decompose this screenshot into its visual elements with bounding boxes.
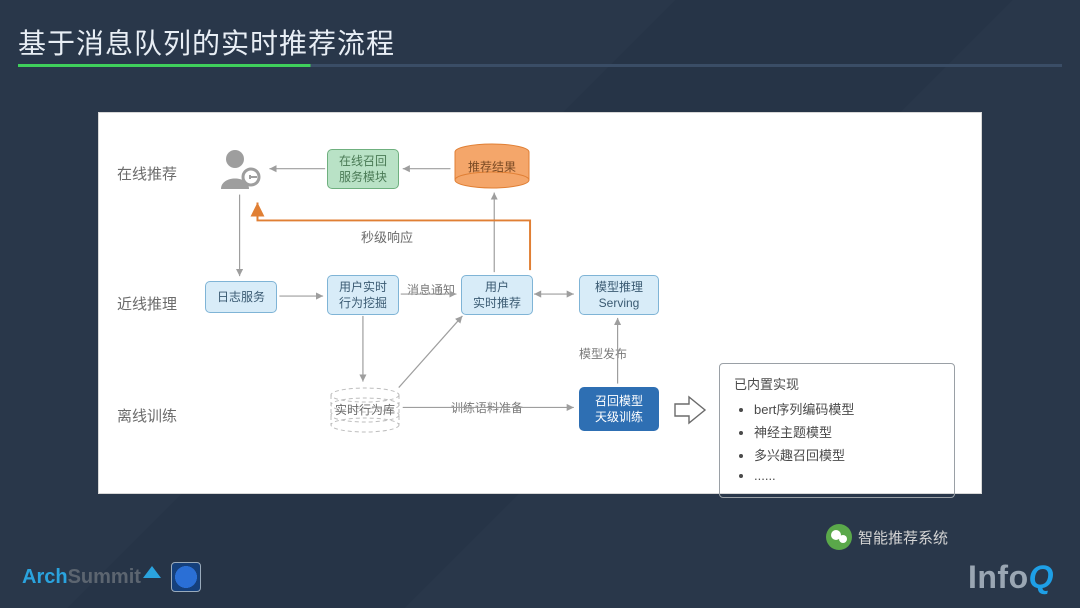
title-underline xyxy=(18,64,1062,67)
node-realtime-rec: 用户 实时推荐 xyxy=(461,275,533,315)
globe-icon xyxy=(171,562,201,592)
edge-label-corpus: 训练语料准备 xyxy=(451,399,523,416)
user-icon xyxy=(217,145,263,191)
node-online-recall: 在线召回 服务模块 xyxy=(327,149,399,189)
node-behavior-mining: 用户实时 行为挖掘 xyxy=(327,275,399,315)
row-label-online: 在线推荐 xyxy=(117,163,199,184)
node-behavior-db: 实时行为库 xyxy=(329,387,401,433)
model-item: 多兴趣召回模型 xyxy=(754,445,940,464)
node-serving: 模型推理 Serving xyxy=(579,275,659,315)
infoq-text-1: Info xyxy=(968,559,1029,595)
edge-label-msg: 消息通知 xyxy=(407,281,455,298)
node-result-label: 推荐结果 xyxy=(453,143,531,189)
model-item: ...... xyxy=(754,468,940,483)
arch-text-1: Arch xyxy=(22,566,68,588)
node-behavior-db-label: 实时行为库 xyxy=(329,401,401,418)
flow-diagram: 在线推荐 近线推理 离线训练 在线召回 服务模块 推荐结果 日志服务 用户实时 … xyxy=(98,112,982,494)
orange-label: 秒级响应 xyxy=(361,227,413,246)
wechat-label: 智能推荐系统 xyxy=(858,527,948,548)
models-list-box: 已内置实现 bert序列编码模型 神经主题模型 多兴趣召回模型 ...... xyxy=(719,363,955,498)
arch-text-2: Summit xyxy=(68,566,141,588)
edge-label-publish: 模型发布 xyxy=(579,345,627,362)
node-recall-train: 召回模型 天级训练 xyxy=(579,387,659,431)
wechat-badge: 智能推荐系统 xyxy=(826,524,948,550)
wechat-icon xyxy=(826,524,852,550)
archsummit-logo: ArchSummit xyxy=(22,562,201,592)
row-label-nearline: 近线推理 xyxy=(117,293,199,314)
models-list-title: 已内置实现 xyxy=(734,374,940,393)
arch-triangle-icon xyxy=(143,566,161,578)
node-result-cylinder: 推荐结果 xyxy=(453,143,531,189)
infoq-logo: InfoQ xyxy=(968,559,1054,596)
model-item: bert序列编码模型 xyxy=(754,399,940,418)
row-label-offline: 离线训练 xyxy=(117,405,199,426)
infoq-text-2: Q xyxy=(1029,559,1054,595)
node-log-service: 日志服务 xyxy=(205,281,277,313)
model-item: 神经主题模型 xyxy=(754,422,940,441)
big-arrow-icon xyxy=(673,393,707,427)
